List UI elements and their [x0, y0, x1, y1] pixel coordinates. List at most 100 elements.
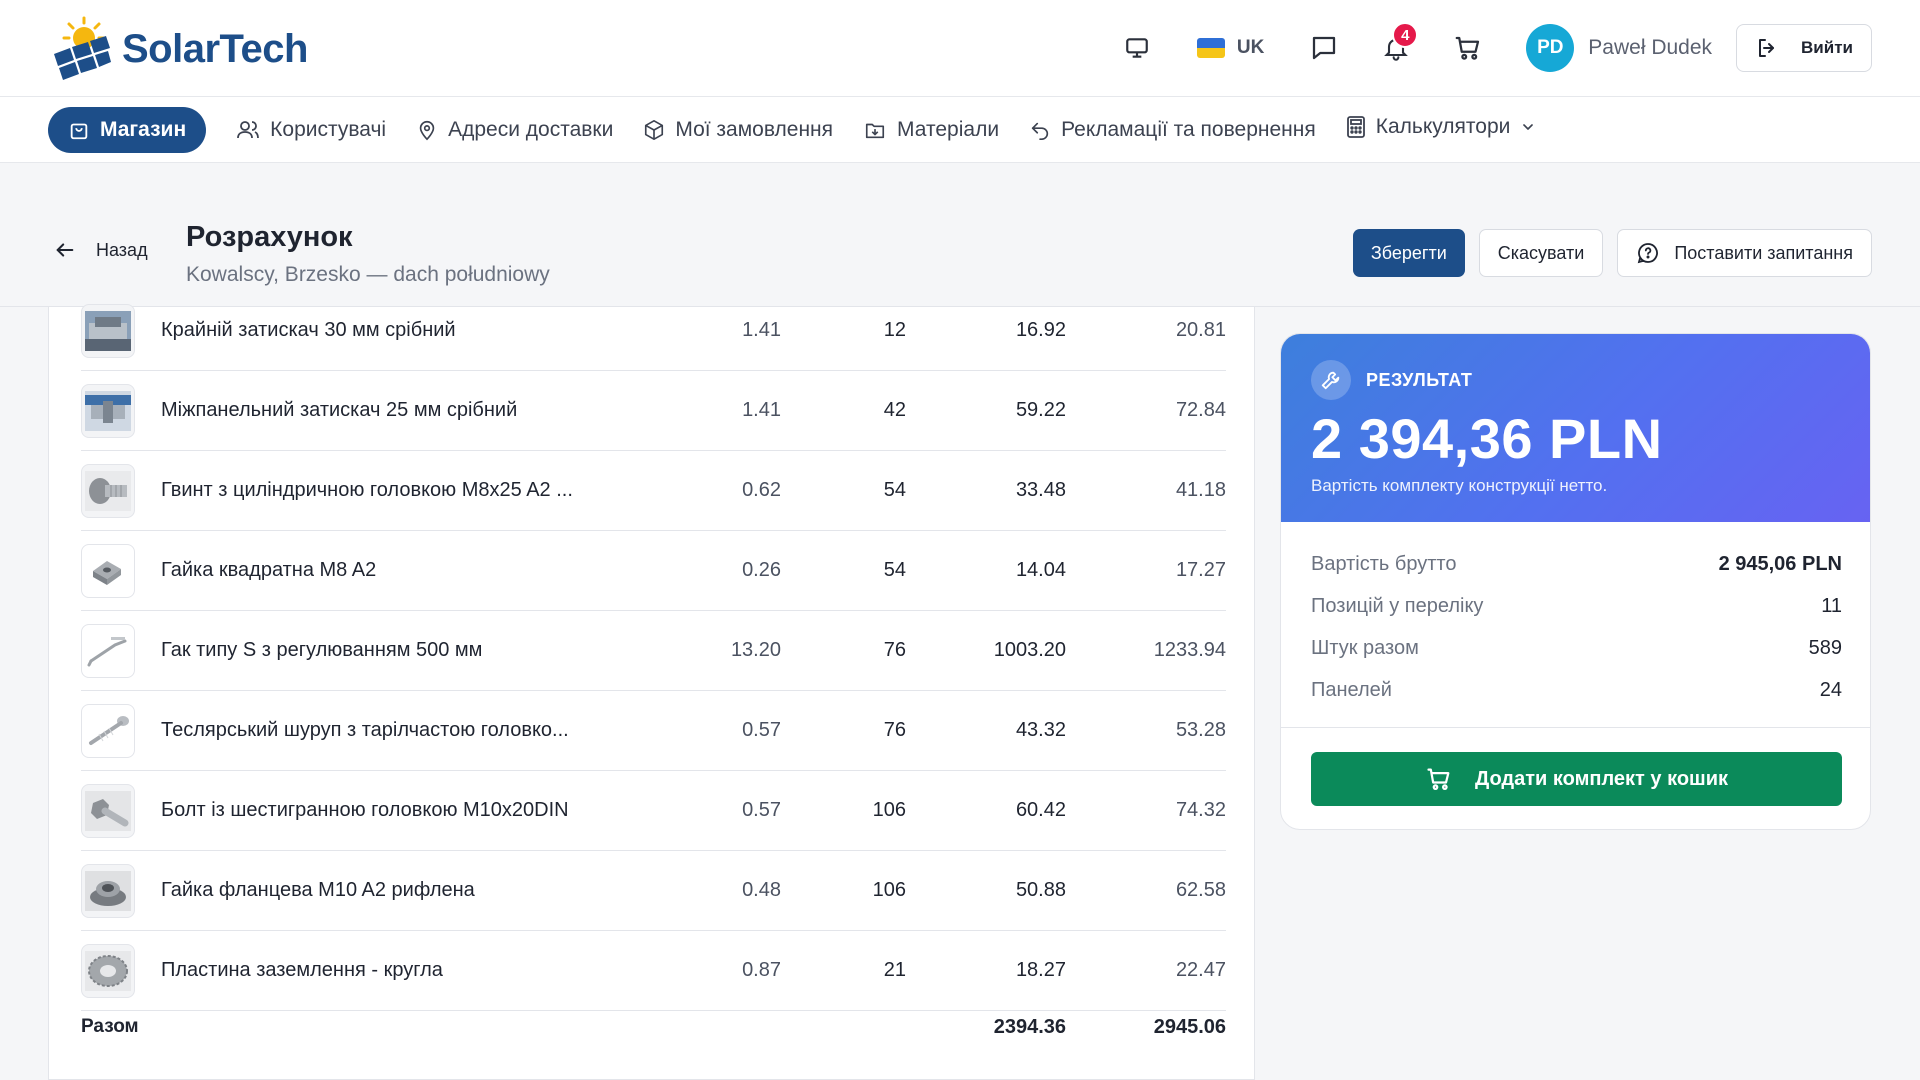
unit-price: 1.41: [742, 319, 781, 341]
logout-icon: [1759, 39, 1775, 57]
table-row: Гак типу S з регулюванням 500 мм 13.20 7…: [81, 611, 1226, 691]
solar-logo-icon: [54, 16, 111, 80]
language-switcher[interactable]: UK: [1196, 37, 1264, 59]
result-summary: РЕЗУЛЬТАТ 2 394,36 PLN Вартість комплект…: [1281, 334, 1870, 522]
ask-question-button[interactable]: Поставити запитання: [1617, 229, 1872, 277]
quantity: 42: [883, 399, 906, 421]
return-arrow-icon: [1031, 122, 1049, 140]
unit-price: 0.87: [742, 959, 781, 981]
result-description: Вартість комплекту конструкції нетто.: [1311, 476, 1608, 495]
gross-value: 22.47: [1175, 959, 1226, 981]
stat-key: Позицій у переліку: [1311, 594, 1484, 617]
unit-price: 0.48: [742, 879, 781, 901]
table-row: Болт із шестигранною головкою M10x20DIN …: [81, 771, 1226, 851]
top-header: SolarTech UK 4 PD Paweł Dudek Вийти: [0, 0, 1920, 97]
unit-price: 0.57: [742, 799, 781, 821]
cancel-button[interactable]: Скасувати: [1478, 229, 1604, 277]
nav-item-returns[interactable]: Рекламації та повернення: [1029, 107, 1316, 153]
folder-download-icon: [865, 123, 885, 138]
page-title: Розрахунок: [186, 221, 353, 253]
unit-price: 13.20: [730, 639, 781, 661]
total-net: 2394.36: [993, 1015, 1066, 1038]
gross-value: 1233.94: [1153, 639, 1226, 661]
square-nut-thumbnail: [81, 543, 135, 598]
quantity: 76: [883, 719, 906, 741]
quantity: 21: [883, 959, 906, 981]
net-value: 33.48: [1015, 479, 1066, 501]
product-name[interactable]: Міжпанельний затискач 25 мм срібний: [161, 399, 518, 421]
notifications-bell-icon[interactable]: 4: [1376, 22, 1419, 68]
product-name[interactable]: Гвинт з циліндричною головкою M8x25 A2 .…: [161, 479, 573, 501]
product-name[interactable]: Гайка фланцева M10 A2 рифлена: [161, 879, 475, 901]
user-name[interactable]: Paweł Dudek: [1588, 36, 1713, 59]
nav-label: Магазин: [100, 117, 187, 141]
nav-label: Калькулятори: [1375, 114, 1511, 138]
nav-item-calculators[interactable]: Калькулятори: [1346, 104, 1537, 150]
logout-label: Вийти: [1801, 38, 1853, 57]
package-icon: [645, 119, 664, 140]
quantity: 12: [883, 319, 906, 341]
chat-icon[interactable]: [1304, 28, 1344, 68]
net-value: 14.04: [1015, 559, 1066, 581]
screw-thumbnail: [81, 463, 135, 518]
flange-nut-thumbnail: [81, 863, 135, 918]
result-value: 2 394,36 PLN: [1311, 407, 1663, 470]
add-to-cart-label: Додати комплект у кошик: [1474, 767, 1729, 790]
ukraine-flag-icon: [1196, 38, 1225, 58]
nav-label: Рекламації та повернення: [1061, 117, 1316, 141]
table-row: Крайній затискач 30 мм срібний 1.41 12 1…: [81, 291, 1226, 371]
gross-value: 20.81: [1175, 319, 1226, 341]
nav-label: Користувачі: [270, 117, 387, 141]
logout-button[interactable]: Вийти: [1736, 24, 1872, 72]
gross-value: 74.32: [1175, 799, 1226, 821]
back-label: Назад: [96, 239, 148, 260]
stat-pieces: Штук разом 589: [1311, 633, 1842, 663]
unit-price: 1.41: [742, 399, 781, 421]
stat-key: Панелей: [1311, 678, 1392, 701]
stat-gross-value: Вартість брутто 2 945,06 PLN: [1311, 549, 1842, 579]
user-avatar[interactable]: PD: [1526, 24, 1575, 72]
nav-item-users[interactable]: Користувачі: [236, 107, 386, 153]
nav-item-delivery-addresses[interactable]: Адреси доставки: [416, 107, 613, 153]
product-name[interactable]: Теслярський шуруп з тарілчастою головко.…: [161, 719, 569, 741]
quantity: 106: [872, 799, 906, 821]
table-row: Теслярський шуруп з тарілчастою головко.…: [81, 691, 1226, 771]
nav-item-my-orders[interactable]: Мої замовлення: [643, 107, 833, 153]
desktop-view-icon[interactable]: [1117, 28, 1157, 68]
hex-bolt-thumbnail: [81, 783, 135, 838]
notifications-badge: 4: [1392, 22, 1419, 48]
grounding-washer-thumbnail: [81, 943, 135, 998]
save-button[interactable]: Зберегти: [1352, 229, 1465, 277]
chevron-down-icon: [1523, 123, 1534, 130]
mid-clamp-thumbnail: [81, 383, 135, 438]
users-icon: [237, 120, 260, 138]
product-name[interactable]: Гак типу S з регулюванням 500 мм: [161, 639, 483, 661]
cart-icon[interactable]: [1448, 28, 1488, 68]
gross-value: 17.27: [1175, 559, 1226, 581]
quantity: 76: [883, 639, 906, 661]
cart-icon: [1427, 768, 1450, 791]
back-button[interactable]: Назад: [54, 239, 148, 261]
end-clamp-thumbnail: [81, 303, 135, 358]
product-name[interactable]: Болт із шестигранною головкою M10x20DIN: [161, 799, 569, 821]
nav-label: Адреси доставки: [448, 117, 614, 141]
unit-price: 0.26: [742, 559, 781, 581]
table-row: Гайка квадратна M8 A2 0.26 54 14.04 17.2…: [81, 531, 1226, 611]
question-bubble-icon: [1638, 243, 1659, 264]
nav-item-materials[interactable]: Матеріали: [863, 107, 999, 153]
wrench-icon: [1311, 360, 1351, 400]
brand-logo[interactable]: SolarTech: [48, 14, 308, 84]
nav-item-shop[interactable]: Магазин: [48, 106, 207, 153]
calculator-icon: [1346, 115, 1365, 138]
wood-screw-thumbnail: [81, 703, 135, 758]
product-name[interactable]: Крайній затискач 30 мм срібний: [161, 319, 456, 341]
net-value: 50.88: [1015, 879, 1066, 901]
table-total-row: Разом 2394.36 2945.06: [81, 1000, 1226, 1054]
net-value: 16.92: [1015, 319, 1066, 341]
result-card: РЕЗУЛЬТАТ 2 394,36 PLN Вартість комплект…: [1280, 333, 1871, 830]
product-name[interactable]: Гайка квадратна M8 A2: [161, 559, 377, 581]
add-to-cart-button[interactable]: Додати комплект у кошик: [1311, 752, 1842, 806]
quantity: 54: [883, 479, 906, 501]
product-name[interactable]: Пластина заземлення - кругла: [161, 959, 443, 981]
table-row: Гвинт з циліндричною головкою M8x25 A2 .…: [81, 451, 1226, 531]
